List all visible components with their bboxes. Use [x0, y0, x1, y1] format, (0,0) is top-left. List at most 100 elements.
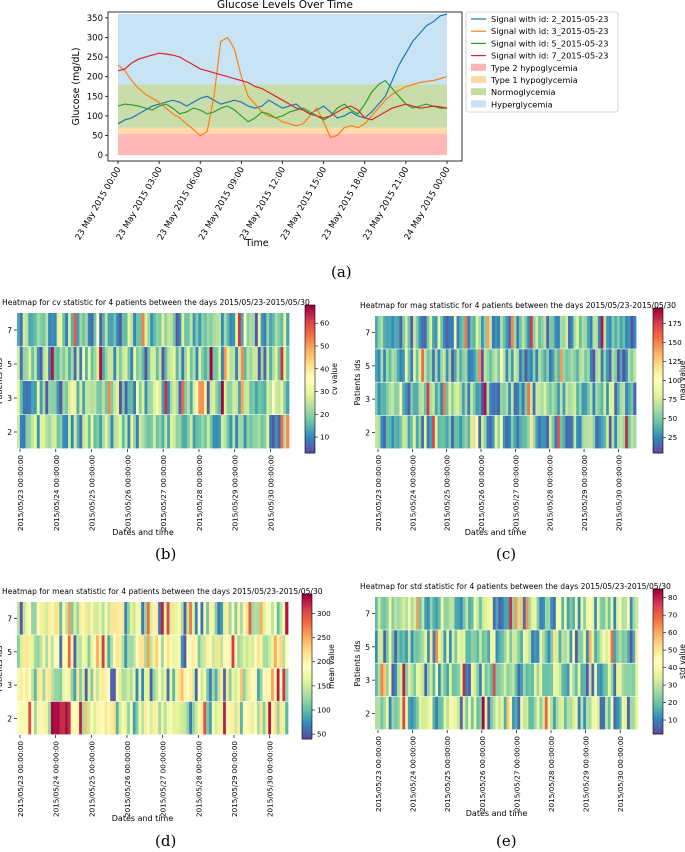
heatmap-cell: [269, 381, 273, 415]
heatmap-cell: [235, 381, 239, 415]
heatmap-cell: [627, 597, 631, 630]
heatmap-cell: [551, 349, 555, 382]
heatmap-cell: [206, 635, 210, 668]
heatmap-cell: [437, 316, 441, 349]
heatmap-cell: [240, 381, 245, 415]
colorbar-segment: [653, 450, 663, 454]
heatmap-cell: [509, 696, 513, 730]
heatmap-cell: [532, 415, 536, 449]
heatmap-cell: [265, 635, 269, 668]
heatmap-cell: [184, 415, 188, 449]
heatmap-cell: [457, 597, 461, 630]
heatmap-cell: [177, 602, 182, 635]
heatmap-cell: [144, 701, 148, 735]
heatmap-cell: [127, 701, 131, 735]
heatmap-cell: [418, 663, 422, 697]
heatmap-cell: [591, 696, 595, 730]
heatmap-cell: [19, 347, 24, 381]
y-tick-label: 200: [87, 73, 103, 83]
colorbar-segment: [305, 379, 315, 382]
heatmap-cell: [605, 696, 609, 730]
heatmap-cell: [180, 701, 184, 735]
colorbar-segment: [653, 320, 663, 323]
heatmap-cell: [251, 635, 255, 668]
colorbar-segment: [302, 722, 312, 725]
heatmap-cell: [234, 668, 238, 702]
heatmap-cell: [584, 349, 588, 382]
heatmap-cell: [519, 382, 523, 416]
heatmap-cell: [158, 701, 162, 735]
heatmap-cell: [607, 663, 611, 697]
colorbar-segment: [305, 406, 315, 409]
colorbar-segment: [305, 342, 315, 345]
legend-label: Signal with id: 5_2015-05-23: [491, 38, 608, 48]
heatmap-cell: [483, 382, 487, 416]
heatmap-cell: [432, 597, 436, 630]
heatmap-cell: [118, 701, 122, 735]
heatmap-cell: [416, 597, 420, 630]
heatmap-cell: [495, 597, 499, 630]
heatmap-cell: [96, 381, 100, 415]
heatmap-cell: [85, 313, 89, 347]
colorbar-segment: [305, 430, 315, 434]
heatmap-cell: [166, 635, 170, 668]
heatmap-cell: [437, 415, 441, 449]
colorbar-segment: [653, 310, 663, 314]
heatmap-cell: [223, 602, 227, 635]
heatmap-cell: [231, 635, 235, 668]
legend-swatch: [471, 63, 486, 71]
heatmap-cell: [178, 415, 182, 449]
colorbar-segment: [653, 605, 663, 609]
heatmap-cell: [177, 701, 182, 735]
heatmap-cell: [163, 668, 168, 702]
heatmap-cell: [73, 668, 77, 702]
heatmap-cell: [203, 701, 207, 735]
heatmap-cell: [283, 415, 287, 449]
heatmap-cell: [522, 630, 527, 663]
heatmap-cell: [418, 316, 422, 349]
heatmap-cell: [206, 313, 211, 347]
heatmap-cell: [272, 313, 276, 347]
heatmap-cell: [470, 696, 475, 730]
heatmap-cell: [254, 635, 258, 668]
heatmap-cell: [282, 635, 286, 668]
heatmap-cell: [50, 668, 55, 702]
heatmap-cell: [138, 668, 142, 702]
heatmap-cell: [36, 415, 41, 449]
heatmap-cell: [600, 382, 604, 416]
x-axis-label: Dates and time: [112, 528, 174, 537]
heatmap-cell: [602, 597, 606, 630]
heatmap-cell: [257, 313, 262, 347]
colorbar-segment: [653, 404, 663, 408]
heatmap-cell: [31, 415, 35, 449]
heatmap-cell: [438, 597, 442, 630]
heatmap-cell: [481, 382, 485, 416]
heatmap-cell: [550, 696, 554, 730]
colorbar-segment: [302, 681, 312, 684]
heatmap-cell: [581, 382, 585, 416]
heatmap-cv: Heatmap for cv statistic for 4 patients …: [0, 298, 339, 537]
heatmap-cell: [150, 313, 154, 347]
heatmap-cell: [19, 668, 24, 702]
heatmap-cell: [150, 415, 154, 449]
heatmap-cell: [133, 415, 137, 449]
y-tick-label: 300: [87, 33, 103, 43]
heatmap-cell: [432, 316, 436, 349]
heatmap-cell: [465, 597, 469, 630]
heatmap-cell: [285, 701, 289, 735]
series-line-4: [117, 52, 448, 121]
heatmap-cell: [443, 597, 447, 630]
heatmap-cell: [232, 415, 236, 449]
heatmap-cell: [505, 349, 509, 382]
heatmap-cell: [479, 663, 483, 697]
heatmap-cell: [152, 668, 156, 702]
heatmap-cell: [192, 313, 196, 347]
heatmap-cell: [423, 349, 428, 382]
heatmap-cell: [572, 630, 576, 663]
heatmap-cell: [581, 316, 585, 349]
heatmap-cell: [201, 313, 205, 347]
colorbar-segment: [302, 717, 312, 721]
heatmap-cell: [115, 701, 120, 735]
heatmap-cell: [187, 347, 191, 381]
heatmap-cell: [68, 347, 72, 381]
